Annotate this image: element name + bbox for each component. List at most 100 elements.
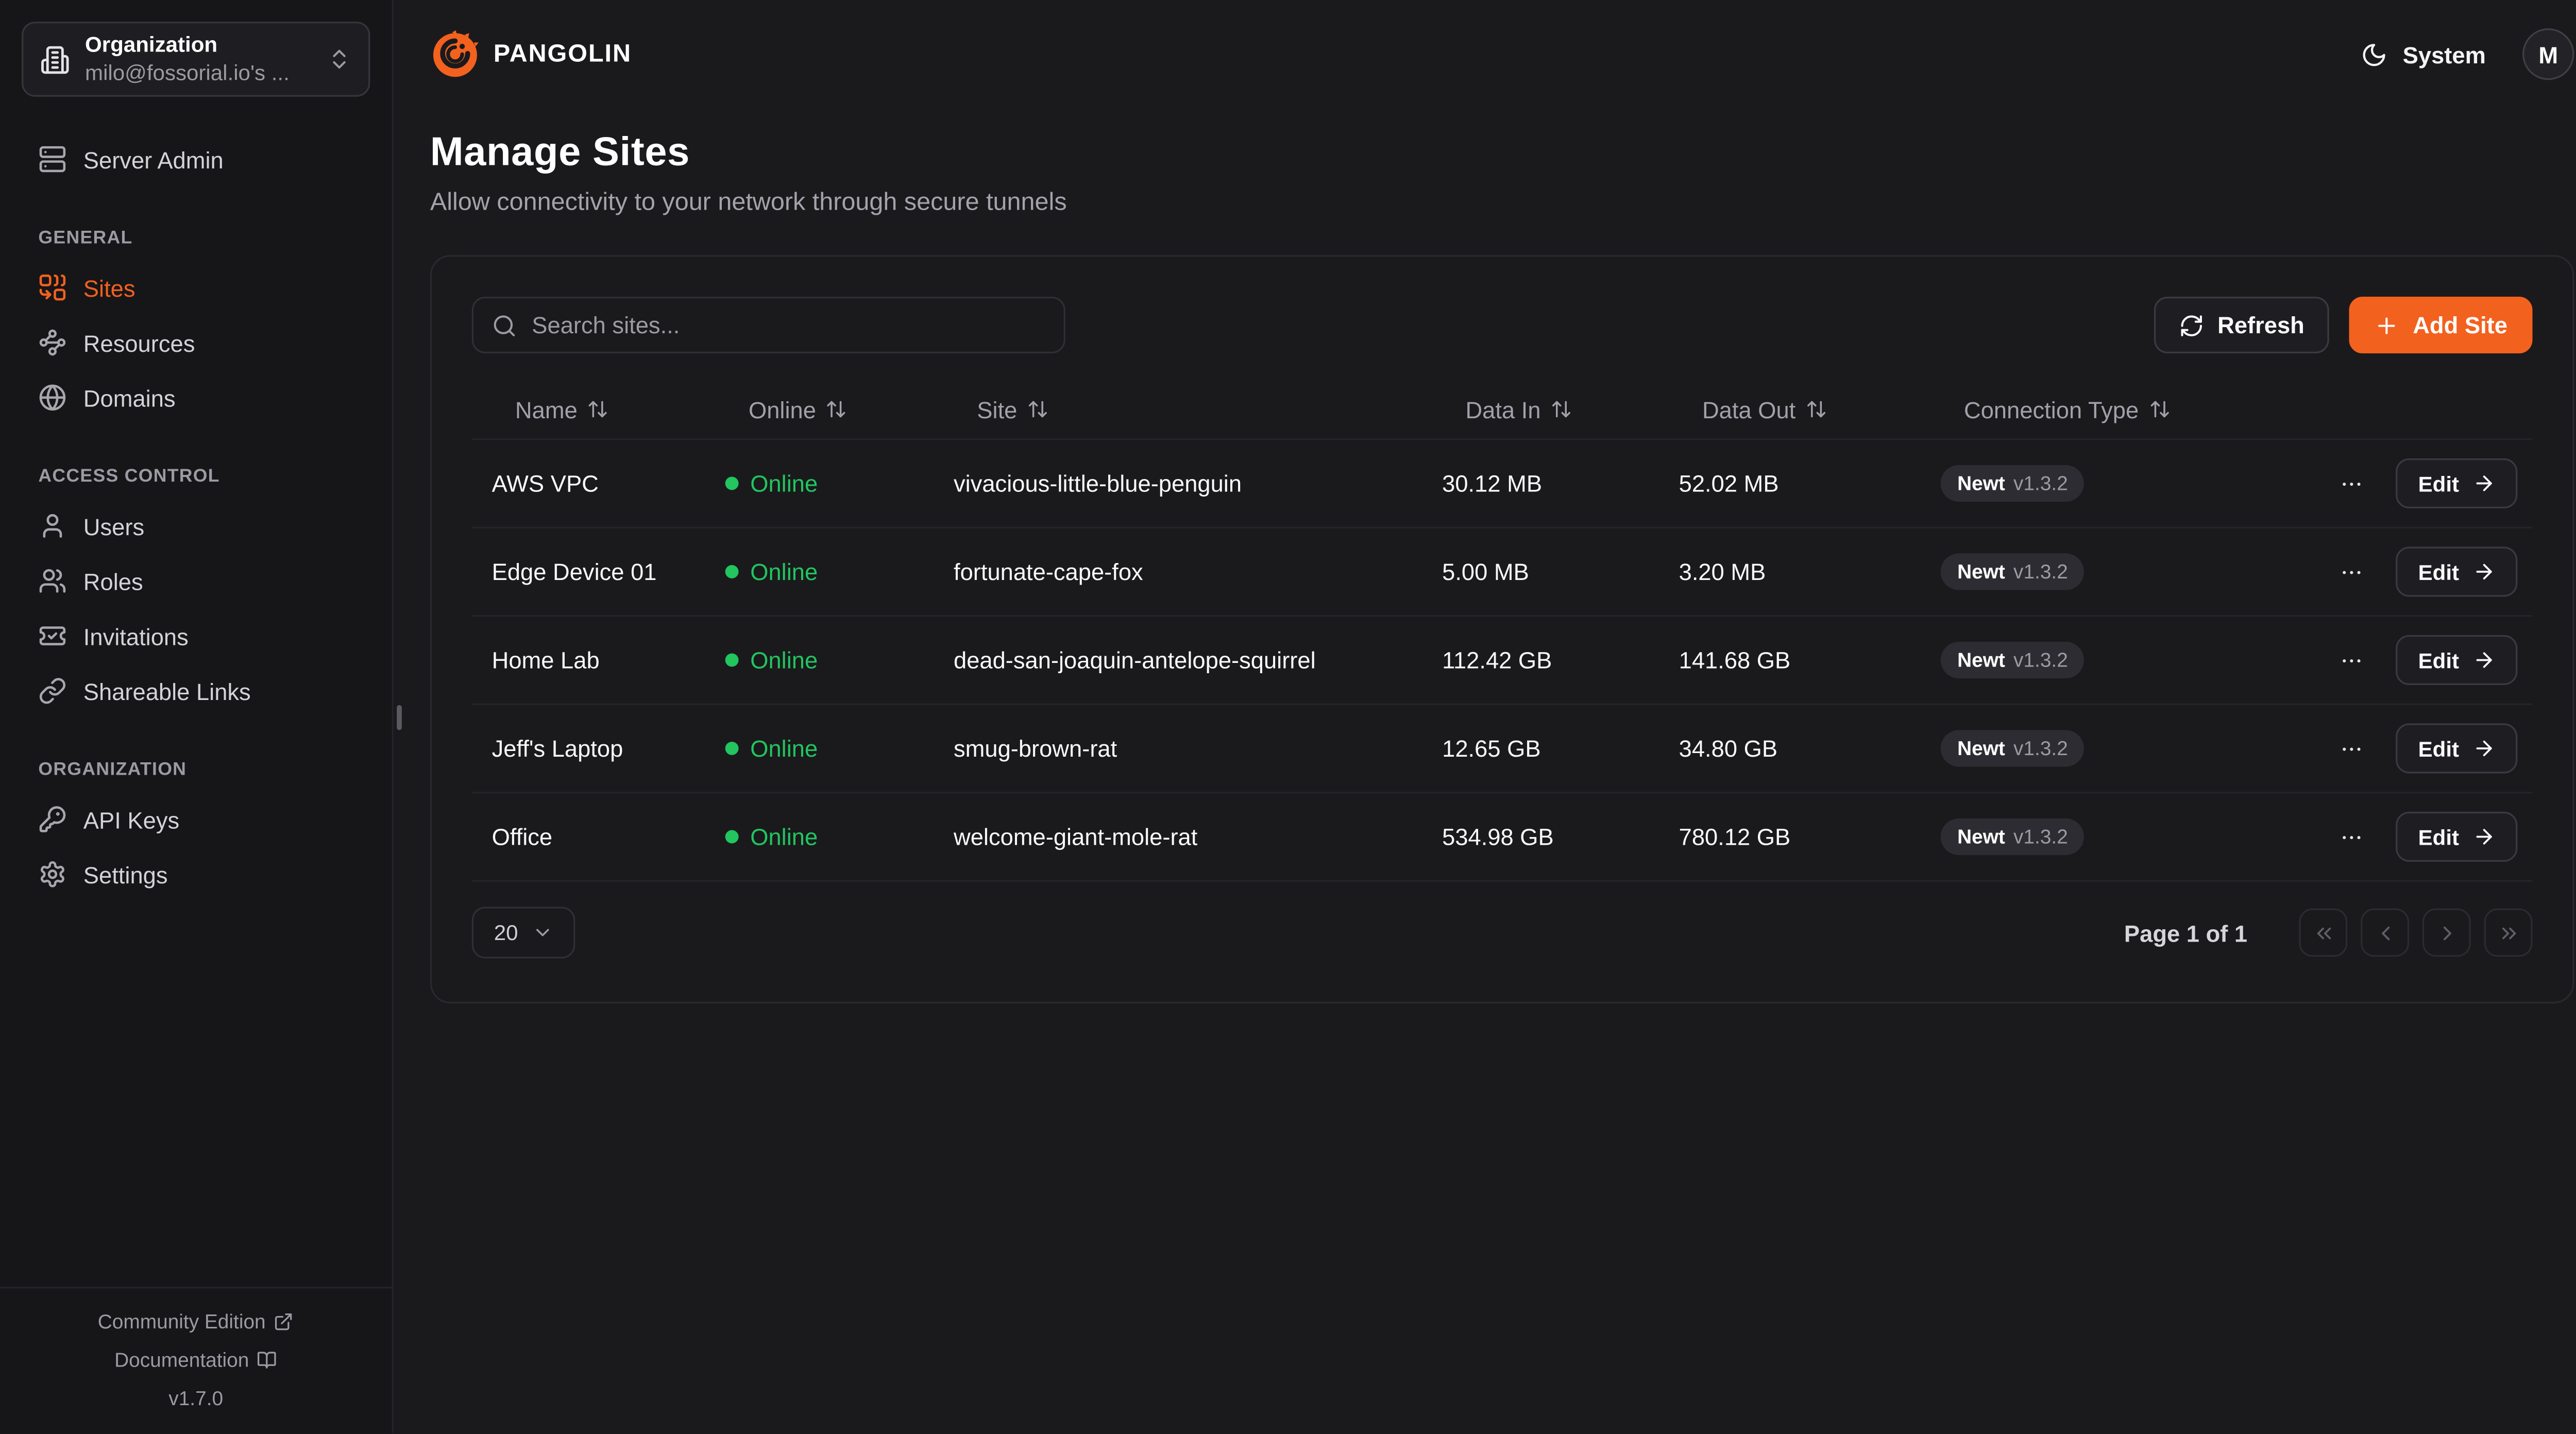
site-name-cell: Office <box>492 823 553 850</box>
first-page-button[interactable] <box>2299 908 2348 957</box>
page-size-select[interactable]: 20 <box>471 907 575 959</box>
site-status-cell: Online <box>725 470 954 497</box>
table-row: Office Online welcome-giant-mole-rat 534.98… <box>471 793 2533 882</box>
site-name-cell: Jeff's Laptop <box>492 735 623 762</box>
avatar[interactable]: M <box>2522 28 2574 80</box>
community-edition-link[interactable]: Community Edition <box>98 1310 294 1334</box>
table-row: Jeff's Laptop Online smug-brown-rat 12.65 G… <box>471 705 2533 794</box>
site-status-cell: Online <box>725 735 954 762</box>
sidebar-item-invitations[interactable]: Invitations <box>0 608 392 663</box>
org-selector[interactable]: Organization milo@fossorial.io's ... <box>22 22 370 97</box>
connection-type-name: Newt <box>1957 560 2005 584</box>
column-header-data-in[interactable]: Data In <box>1465 396 1702 422</box>
row-actions: Edit <box>2335 547 2518 597</box>
page-info: Page 1 of 1 <box>2124 919 2248 946</box>
table-body: AWS VPC Online vivacious-little-blue-pengu… <box>471 440 2533 882</box>
site-status-cell: Online <box>725 558 954 585</box>
sidebar-item-label: API Keys <box>83 806 180 833</box>
book-open-icon <box>258 1352 277 1369</box>
sidebar-item-roles[interactable]: Roles <box>0 553 392 608</box>
brand-name: PANGOLIN <box>493 40 632 69</box>
sidebar-resize-handle[interactable] <box>397 705 402 730</box>
row-menu-button[interactable] <box>2335 820 2368 853</box>
sidebar-item-sites[interactable]: Sites <box>0 260 392 315</box>
sidebar-item-settings[interactable]: Settings <box>0 847 392 902</box>
sidebar-section-title: ORGANIZATION <box>38 760 187 780</box>
connection-type-badge: Newt v1.3.2 <box>1940 730 2085 767</box>
row-menu-button[interactable] <box>2335 555 2368 589</box>
edit-button[interactable]: Edit <box>2396 811 2518 862</box>
status-label: Online <box>750 646 818 674</box>
page-title: Manage Sites <box>430 130 690 175</box>
arrow-up-down-icon <box>827 401 846 418</box>
row-menu-button[interactable] <box>2335 732 2368 765</box>
site-name-cell: AWS VPC <box>492 470 599 497</box>
data-in-cell: 5.00 MB <box>1442 558 1529 585</box>
sidebar-item-label: Invitations <box>83 622 189 650</box>
chevrons-up-down-icon <box>333 49 346 69</box>
edit-label: Edit <box>2418 736 2460 761</box>
search-icon <box>494 314 515 336</box>
link-icon <box>39 678 65 704</box>
users-icon <box>39 569 66 593</box>
edit-label: Edit <box>2418 559 2460 585</box>
sidebar-item-label: Users <box>83 513 145 539</box>
status-label: Online <box>750 735 818 762</box>
pagination-right: Page 1 of 1 <box>2124 908 2533 957</box>
sidebar-item-api-keys[interactable]: API Keys <box>0 792 392 847</box>
sidebar-item-shareable-links[interactable]: Shareable Links <box>0 663 392 719</box>
add-site-button[interactable]: Add Site <box>2349 297 2533 354</box>
building-icon <box>41 45 69 73</box>
pagination-buttons <box>2299 908 2533 957</box>
ellipsis-icon <box>2342 658 2361 662</box>
sidebar-item-server-admin[interactable]: Server Admin <box>0 132 392 187</box>
site-status-cell: Online <box>725 824 954 850</box>
column-header-data-out[interactable]: Data Out <box>1702 396 1964 422</box>
last-page-button[interactable] <box>2484 908 2533 957</box>
chevrons-right-icon <box>2501 927 2515 938</box>
sidebar-item-label: Shareable Links <box>83 677 251 705</box>
table-row: Edge Device 01 Online fortunate-cape-fox 5.… <box>471 528 2533 617</box>
theme-toggle[interactable]: System <box>2361 41 2486 67</box>
column-header-site[interactable]: Site <box>977 396 1465 422</box>
column-header-connection-type[interactable]: Connection Type <box>1964 396 2517 422</box>
gear-icon <box>41 861 64 887</box>
arrow-up-down-icon <box>1029 401 1047 418</box>
edit-button[interactable]: Edit <box>2396 458 2518 508</box>
ellipsis-icon <box>2342 482 2361 485</box>
sidebar-item-label: Sites <box>83 274 135 301</box>
connection-type-cell: Newt v1.3.2 <box>1940 818 2335 856</box>
top-bar-right: System M <box>2361 28 2574 80</box>
data-in-cell: 12.65 GB <box>1442 735 1541 762</box>
row-menu-button[interactable] <box>2335 467 2368 500</box>
edit-button[interactable]: Edit <box>2396 547 2518 597</box>
previous-page-button[interactable] <box>2361 908 2410 957</box>
next-page-button[interactable] <box>2422 908 2471 957</box>
chevron-right-icon <box>2443 926 2451 940</box>
sidebar-item-resources[interactable]: Resources <box>0 315 392 370</box>
connection-type-badge: Newt v1.3.2 <box>1940 553 2085 590</box>
refresh-button[interactable]: Refresh <box>2154 297 2330 354</box>
search-input[interactable] <box>532 312 1045 338</box>
online-dot-icon <box>725 653 739 667</box>
sidebar-item-domains[interactable]: Domains <box>0 370 392 425</box>
edit-button[interactable]: Edit <box>2396 723 2518 774</box>
edit-button[interactable]: Edit <box>2396 635 2518 685</box>
globe-icon <box>39 384 66 411</box>
moon-icon <box>2363 43 2386 65</box>
plus-icon <box>2378 316 2396 334</box>
column-header-online[interactable]: Online <box>749 396 977 422</box>
documentation-link[interactable]: Documentation <box>114 1348 277 1372</box>
connection-type-badge: Newt v1.3.2 <box>1940 641 2085 679</box>
column-header-label: Name <box>515 396 578 423</box>
brand-logo: PANGOLIN <box>430 29 632 79</box>
top-bar: PANGOLIN System M <box>395 0 2576 80</box>
connection-type-name: Newt <box>1957 648 2005 672</box>
row-menu-button[interactable] <box>2335 643 2368 677</box>
online-dot-icon <box>725 476 739 490</box>
sidebar-item-label: Roles <box>83 567 143 594</box>
sites-card: Refresh Add Site Name Online Site Data In Da… <box>430 255 2574 1004</box>
version-label: v1.7.0 <box>168 1387 224 1410</box>
column-header-name[interactable]: Name <box>515 396 749 423</box>
sidebar-item-users[interactable]: Users <box>0 499 392 554</box>
